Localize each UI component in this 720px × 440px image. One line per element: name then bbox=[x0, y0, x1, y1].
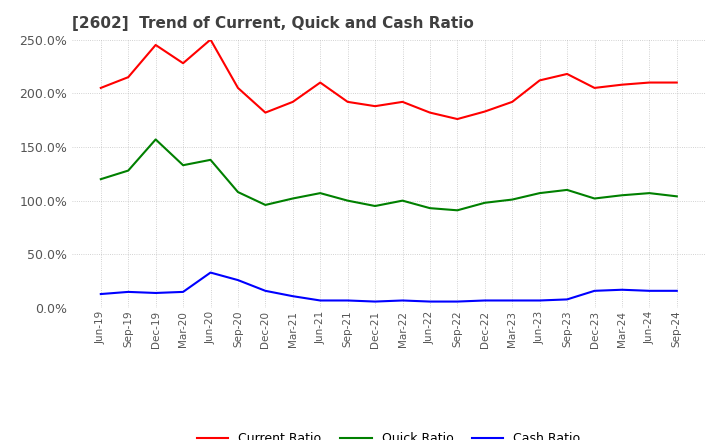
Current Ratio bbox=[371, 103, 379, 109]
Cash Ratio bbox=[453, 299, 462, 304]
Cash Ratio bbox=[206, 270, 215, 275]
Quick Ratio bbox=[590, 196, 599, 201]
Cash Ratio bbox=[618, 287, 626, 293]
Current Ratio bbox=[96, 85, 105, 91]
Current Ratio bbox=[563, 71, 572, 77]
Cash Ratio bbox=[398, 298, 407, 303]
Cash Ratio bbox=[343, 298, 352, 303]
Current Ratio bbox=[151, 42, 160, 48]
Cash Ratio bbox=[316, 298, 325, 303]
Quick Ratio bbox=[618, 193, 626, 198]
Cash Ratio bbox=[590, 288, 599, 293]
Current Ratio bbox=[398, 99, 407, 105]
Current Ratio bbox=[233, 85, 242, 91]
Cash Ratio bbox=[289, 293, 297, 299]
Current Ratio bbox=[316, 80, 325, 85]
Line: Quick Ratio: Quick Ratio bbox=[101, 139, 677, 210]
Quick Ratio bbox=[480, 200, 489, 205]
Current Ratio bbox=[480, 109, 489, 114]
Current Ratio bbox=[206, 37, 215, 42]
Cash Ratio bbox=[371, 299, 379, 304]
Quick Ratio bbox=[316, 191, 325, 196]
Legend: Current Ratio, Quick Ratio, Cash Ratio: Current Ratio, Quick Ratio, Cash Ratio bbox=[192, 427, 585, 440]
Current Ratio bbox=[289, 99, 297, 105]
Current Ratio bbox=[672, 80, 681, 85]
Current Ratio bbox=[536, 78, 544, 83]
Cash Ratio bbox=[151, 290, 160, 296]
Quick Ratio bbox=[151, 137, 160, 142]
Current Ratio bbox=[261, 110, 270, 115]
Quick Ratio bbox=[289, 196, 297, 201]
Quick Ratio bbox=[645, 191, 654, 196]
Line: Current Ratio: Current Ratio bbox=[101, 40, 677, 119]
Cash Ratio bbox=[508, 298, 516, 303]
Current Ratio bbox=[426, 110, 434, 115]
Cash Ratio bbox=[645, 288, 654, 293]
Current Ratio bbox=[124, 74, 132, 80]
Current Ratio bbox=[179, 61, 187, 66]
Quick Ratio bbox=[261, 202, 270, 208]
Cash Ratio bbox=[536, 298, 544, 303]
Quick Ratio bbox=[96, 176, 105, 182]
Quick Ratio bbox=[343, 198, 352, 203]
Current Ratio bbox=[590, 85, 599, 91]
Current Ratio bbox=[618, 82, 626, 87]
Quick Ratio bbox=[179, 162, 187, 168]
Quick Ratio bbox=[563, 187, 572, 193]
Cash Ratio bbox=[179, 289, 187, 294]
Quick Ratio bbox=[453, 208, 462, 213]
Quick Ratio bbox=[124, 168, 132, 173]
Current Ratio bbox=[508, 99, 516, 105]
Current Ratio bbox=[343, 99, 352, 105]
Cash Ratio bbox=[672, 288, 681, 293]
Quick Ratio bbox=[398, 198, 407, 203]
Current Ratio bbox=[645, 80, 654, 85]
Quick Ratio bbox=[206, 157, 215, 162]
Current Ratio bbox=[453, 117, 462, 122]
Cash Ratio bbox=[261, 288, 270, 293]
Cash Ratio bbox=[563, 297, 572, 302]
Quick Ratio bbox=[536, 191, 544, 196]
Quick Ratio bbox=[508, 197, 516, 202]
Cash Ratio bbox=[124, 289, 132, 294]
Quick Ratio bbox=[426, 205, 434, 211]
Quick Ratio bbox=[371, 203, 379, 209]
Cash Ratio bbox=[426, 299, 434, 304]
Cash Ratio bbox=[233, 278, 242, 283]
Quick Ratio bbox=[233, 189, 242, 194]
Text: [2602]  Trend of Current, Quick and Cash Ratio: [2602] Trend of Current, Quick and Cash … bbox=[72, 16, 474, 32]
Cash Ratio bbox=[480, 298, 489, 303]
Line: Cash Ratio: Cash Ratio bbox=[101, 272, 677, 301]
Cash Ratio bbox=[96, 291, 105, 297]
Quick Ratio bbox=[672, 194, 681, 199]
